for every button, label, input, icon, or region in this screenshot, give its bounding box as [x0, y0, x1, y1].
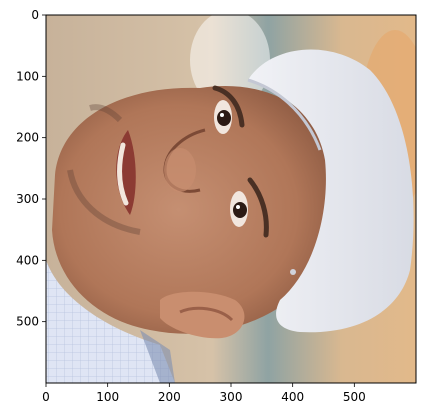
y-axis: 0 100 200 300 400 500 — [16, 8, 46, 329]
cap — [248, 49, 414, 333]
eye-upper — [214, 100, 232, 134]
x-tick-label: 200 — [158, 390, 181, 404]
shirt — [46, 260, 175, 383]
x-tick-label: 0 — [42, 390, 50, 404]
y-tick-label: 200 — [16, 131, 39, 145]
x-axis: 0 100 200 300 400 500 — [42, 383, 366, 404]
y-tick-label: 0 — [31, 8, 39, 22]
photo — [46, 15, 416, 383]
ear — [160, 291, 245, 339]
y-tick-label: 500 — [16, 315, 39, 329]
x-tick-label: 300 — [220, 390, 243, 404]
x-tick-label: 400 — [281, 390, 304, 404]
x-tick-label: 500 — [343, 390, 366, 404]
eye-lower — [230, 191, 248, 227]
x-tick-label: 100 — [96, 390, 119, 404]
y-tick-label: 300 — [16, 192, 39, 206]
y-tick-label: 400 — [16, 253, 39, 267]
y-tick-label: 100 — [16, 69, 39, 83]
